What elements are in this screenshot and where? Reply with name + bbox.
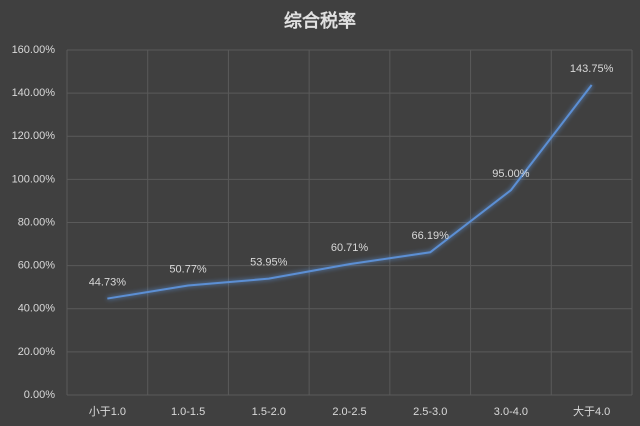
y-tick-label: 20.00%: [18, 346, 56, 358]
x-tick-label: 1.0-1.5: [171, 406, 205, 418]
data-line: [107, 84, 593, 300]
chart-title: 综合税率: [284, 10, 356, 31]
data-label: 95.00%: [492, 168, 530, 180]
y-tick-label: 0.00%: [24, 389, 55, 401]
data-label: 66.19%: [412, 230, 450, 242]
y-tick-label: 160.00%: [12, 44, 56, 56]
data-label: 60.71%: [331, 242, 369, 254]
y-tick-label: 40.00%: [18, 303, 56, 315]
x-tick-label: 小于1.0: [89, 405, 126, 418]
y-tick-label: 60.00%: [18, 260, 56, 272]
x-tick-label: 2.5-3.0: [413, 406, 447, 418]
x-tick-label: 1.5-2.0: [252, 406, 286, 418]
data-label: 44.73%: [89, 276, 127, 288]
data-label: 143.75%: [570, 63, 614, 75]
y-tick-label: 100.00%: [12, 173, 56, 185]
y-tick-label: 120.00%: [12, 130, 56, 142]
data-label: 50.77%: [169, 263, 207, 275]
x-tick-label: 大于4.0: [573, 404, 610, 418]
data-label: 53.95%: [250, 257, 288, 269]
x-tick-label: 3.0-4.0: [494, 406, 528, 418]
x-tick-label: 2.0-2.5: [332, 406, 366, 418]
y-tick-label: 80.00%: [18, 216, 56, 228]
y-tick-label: 140.00%: [12, 87, 56, 99]
